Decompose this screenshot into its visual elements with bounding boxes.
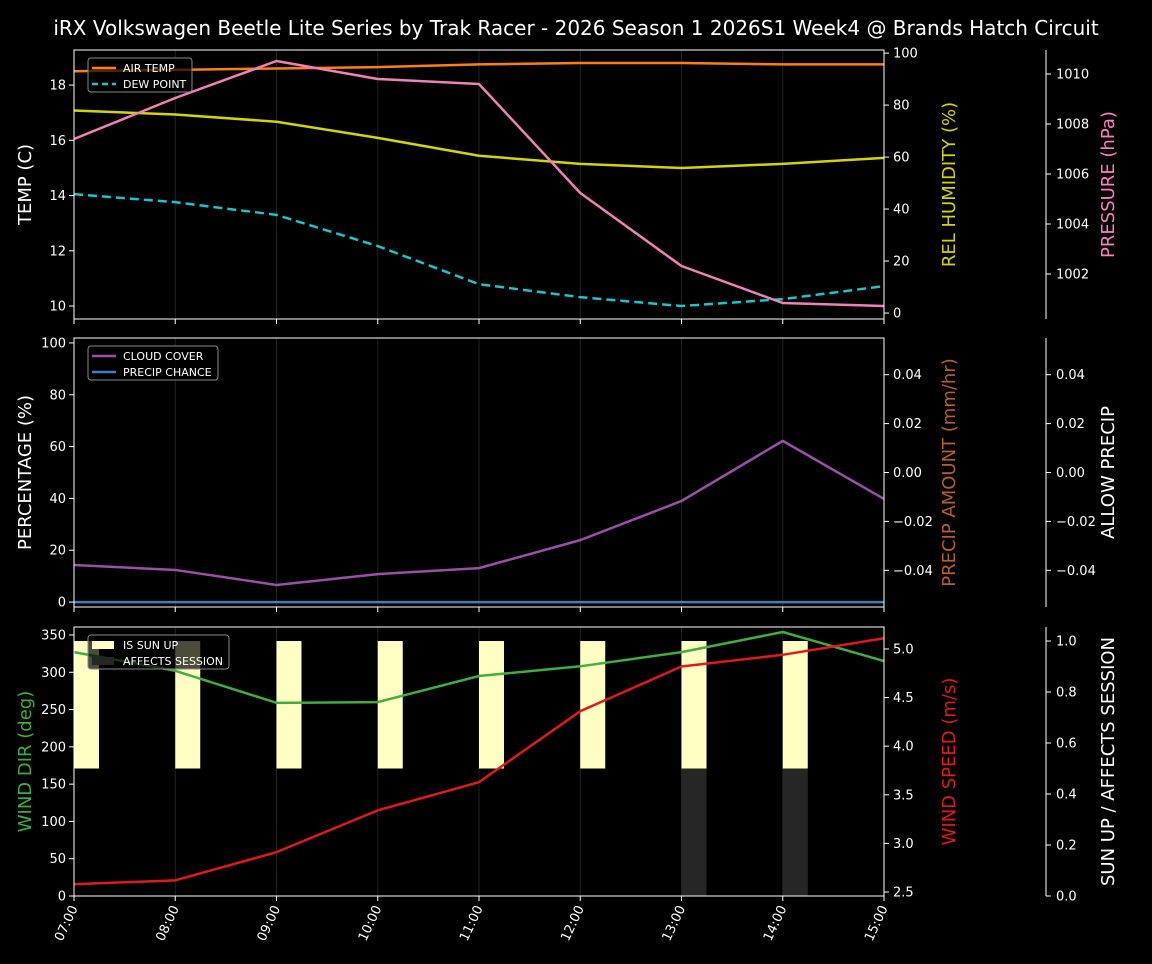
y-tick-label: 40 [893,203,910,218]
sun-up-bar [378,641,403,768]
y-tick-label: 0 [58,596,66,611]
y-tick-label: 1010 [1056,68,1089,83]
legend-label: AIR TEMP [123,62,175,75]
y-tick-label: 10 [49,300,66,315]
legend-label: PRECIP CHANCE [123,366,212,379]
y-tick-label: 20 [49,544,66,559]
legend: CLOUD COVER PRECIP CHANCE [88,346,218,380]
y-tick-label: 0.6 [1056,737,1077,752]
x-tick-label: 14:00 [761,903,790,943]
y-tick-label: 200 [41,740,66,755]
y-tick-label: 14 [49,189,66,204]
y-tick-label: 80 [49,388,66,403]
y-tick-label: 100 [41,336,66,351]
y-tick-label: −0.02 [1056,515,1096,530]
y-tick-label: 1002 [1056,268,1089,283]
y-tick-label: −0.04 [893,564,933,579]
y-tick-label: 250 [41,703,66,718]
y-tick-label: 18 [49,79,66,94]
x-tick-label: 07:00 [52,903,81,943]
sun-up-bar [783,641,808,768]
y-tick-label: 3.0 [893,837,914,852]
y-tick-label: 0 [893,307,901,322]
y-tick-label: 0.02 [893,417,922,432]
y-tick-label: −0.04 [1056,564,1096,579]
y-tick-label: 0.4 [1056,788,1077,803]
y-tick-label: 1006 [1056,168,1089,183]
legend: AIR TEMP DEW POINT [88,58,192,92]
y-tick-label: 1004 [1056,218,1089,233]
y-tick-label: 5.0 [893,642,914,657]
y-tick-label: 2.5 [893,886,914,901]
x-tick-label: 10:00 [356,903,385,943]
y-tick-label: 350 [41,628,66,643]
panel-2: 0 20 40 60 80 100 PERCENTAGE (%) −0.04 −0.02 0.00… [15,336,1119,612]
x-tick-label: 11:00 [457,903,486,943]
legend: IS SUN UP AFFECTS SESSION [88,635,229,669]
y-tick-label: 0.00 [893,466,922,481]
y-tick-label: 16 [49,134,66,149]
y-tick-label: 0 [58,890,66,905]
y-tick-label: 80 [893,99,910,114]
y-tick-label: 1008 [1056,118,1089,133]
y-tick-label: 0.00 [1056,466,1085,481]
affects-session-bar [682,769,707,896]
y-tick-label: 60 [49,440,66,455]
y-tick-label: 12 [49,244,66,259]
x-tick-label: 12:00 [558,903,587,943]
axis-label: PERCENTAGE (%) [15,395,36,550]
axis-label: REL HUMIDITY (%) [939,102,960,267]
sun-up-bar [479,641,504,768]
axis-label: PRESSURE (hPa) [1098,111,1119,258]
axis-label: SUN UP / AFFECTS SESSION [1098,637,1119,886]
y-tick-label: 0.0 [1056,890,1077,905]
y-tick-label: 0.04 [893,368,922,383]
legend-label: AFFECTS SESSION [123,655,223,668]
y-tick-label: 100 [41,815,66,830]
axis-label: ALLOW PRECIP [1098,406,1119,539]
legend-label: DEW POINT [123,78,187,91]
axis-label: TEMP (C) [15,144,36,226]
y-tick-label: 0.2 [1056,839,1077,854]
panel-1: 10 12 14 16 18 TEMP (C) 0 20 40 60 80 100 REL HUMIDI… [15,47,1119,324]
x-tick-label: 13:00 [660,903,689,943]
y-tick-label: 50 [49,852,66,867]
sun-up-bar [682,641,707,768]
y-tick-label: 3.5 [893,788,914,803]
y-tick-label: 4.5 [893,691,914,706]
legend-swatch [92,657,114,665]
axis-label: WIND SPEED (m/s) [939,678,960,846]
x-tick-label: 15:00 [862,903,891,943]
y-tick-label: 100 [893,47,918,62]
legend-label: CLOUD COVER [123,350,204,363]
y-tick-label: 1.0 [1056,635,1077,650]
y-tick-label: 300 [41,666,66,681]
y-tick-label: 40 [49,492,66,507]
y-tick-label: 60 [893,151,910,166]
y-tick-label: 0.02 [1056,417,1085,432]
sun-up-bar [277,641,302,768]
legend-swatch [92,641,114,649]
y-tick-label: 0.04 [1056,368,1085,383]
legend-label: IS SUN UP [123,639,179,652]
y-tick-label: 0.8 [1056,686,1077,701]
x-tick-label: 09:00 [255,903,284,943]
axis-label: WIND DIR (deg) [15,691,36,833]
axis-label: PRECIP AMOUNT (mm/hr) [939,358,960,587]
y-tick-label: 4.0 [893,740,914,755]
panel-3: 0 50 100 150 200 250 300 350 WIND DIR (deg) 2.5 3.… [15,627,1119,944]
y-tick-label: 20 [893,255,910,270]
affects-session-bar [783,769,808,896]
y-tick-label: 150 [41,778,66,793]
x-tick-label: 08:00 [153,903,182,943]
chart-title: iRX Volkswagen Beetle Lite Series by Tra… [53,16,1099,40]
y-tick-label: −0.02 [893,515,933,530]
